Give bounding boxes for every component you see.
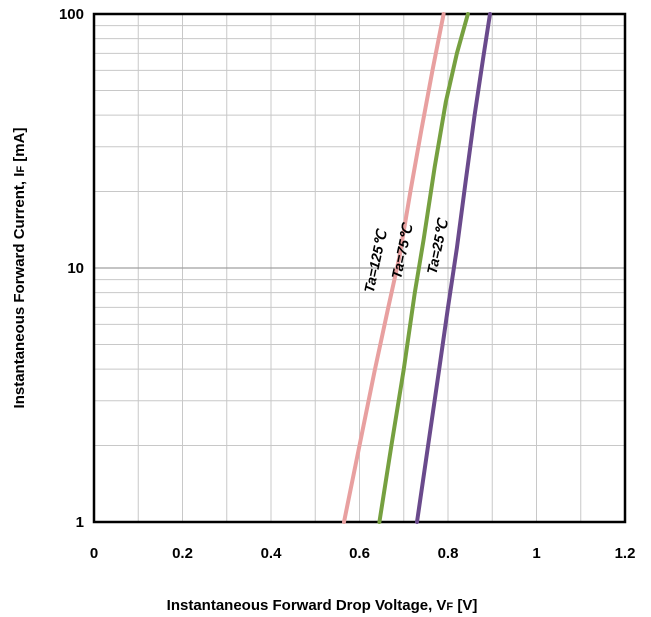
curve-labels: Ta=125℃Ta=75℃ Ta=25℃ [361,216,451,294]
x-axis-label: Instantaneous Forward Drop Voltage, VF [… [167,597,478,614]
x-tick-labels: 0 0.2 0.4 0.6 0.8 1 1.2 [90,545,636,562]
curve-label-0: Ta=125℃ [361,227,390,294]
x-tick-label: 1.2 [615,545,636,562]
y-tick-labels: 1 10 100 [59,6,84,531]
y-axis-label: Instantaneous Forward Current, IF [mA] [11,128,28,409]
y-tick-label: 100 [59,6,84,23]
x-tick-label: 0.8 [438,545,459,562]
series-line-0 [342,12,446,524]
x-tick-label: 1 [532,545,540,562]
x-tick-label: 0.4 [261,545,283,562]
series-line-1 [377,12,470,524]
curve-label-1: Ta=75℃ [388,221,416,281]
x-tick-label: 0.6 [349,545,370,562]
y-tick-label: 10 [67,260,84,277]
x-tick-label: 0 [90,545,98,562]
plot-frame [92,12,627,524]
series-line-2 [415,12,492,524]
series-layer [342,12,492,524]
grid [94,14,625,522]
x-tick-label: 0.2 [172,545,193,562]
y-tick-label: 1 [76,514,84,531]
